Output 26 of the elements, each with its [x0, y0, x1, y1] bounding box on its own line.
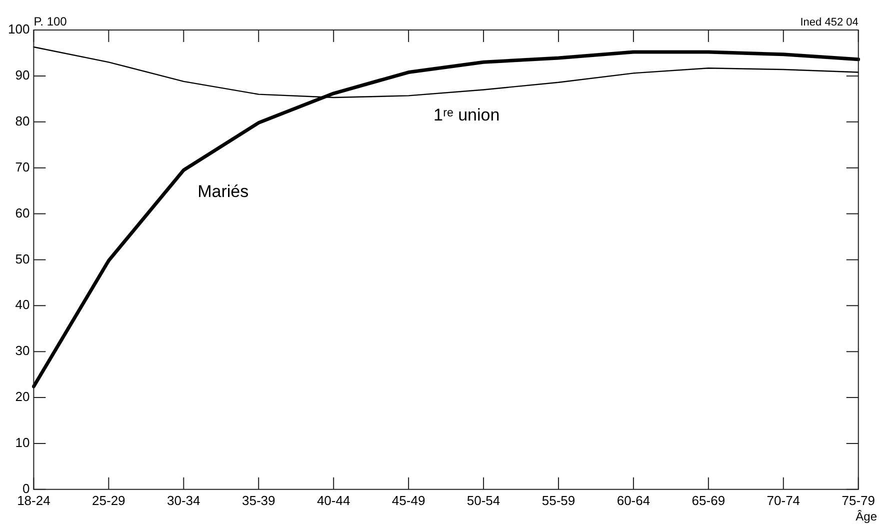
x-tick-label: 60-64 [616, 492, 650, 508]
x-tick-label: 45-49 [392, 492, 426, 508]
y-tick-label: 70 [15, 159, 30, 174]
y-tick-label: 30 [15, 343, 30, 358]
text: Ined 452 04 [800, 16, 858, 29]
y-tick-label: 90 [15, 68, 30, 83]
x-tick-label: 25-29 [92, 492, 126, 508]
y-tick-label: 40 [15, 297, 30, 312]
series-label: Mariés [198, 182, 249, 201]
y-axis-title: P. 100 [34, 14, 68, 28]
x-tick-label: 55-59 [542, 492, 576, 508]
series-label: 1ʳᵉ union [434, 105, 500, 124]
y-tick-label: 10 [15, 435, 30, 450]
x-tick-label: 65-69 [692, 492, 726, 508]
y-tick-label: 80 [15, 113, 30, 128]
y-tick-label: 20 [15, 389, 30, 404]
x-tick-label: 50-54 [466, 492, 500, 508]
y-tick-label: 100 [8, 22, 30, 37]
x-tick-label: 35-39 [242, 492, 276, 508]
x-tick-label: 40-44 [316, 492, 350, 508]
y-tick-label: 60 [15, 205, 30, 220]
x-tick-label: 70-74 [766, 492, 800, 508]
x-tick-label: 75-79 [842, 492, 875, 508]
x-axis-title: Âge [856, 510, 878, 524]
x-tick-label: 30-34 [167, 492, 200, 508]
y-tick-label: 50 [15, 251, 30, 266]
